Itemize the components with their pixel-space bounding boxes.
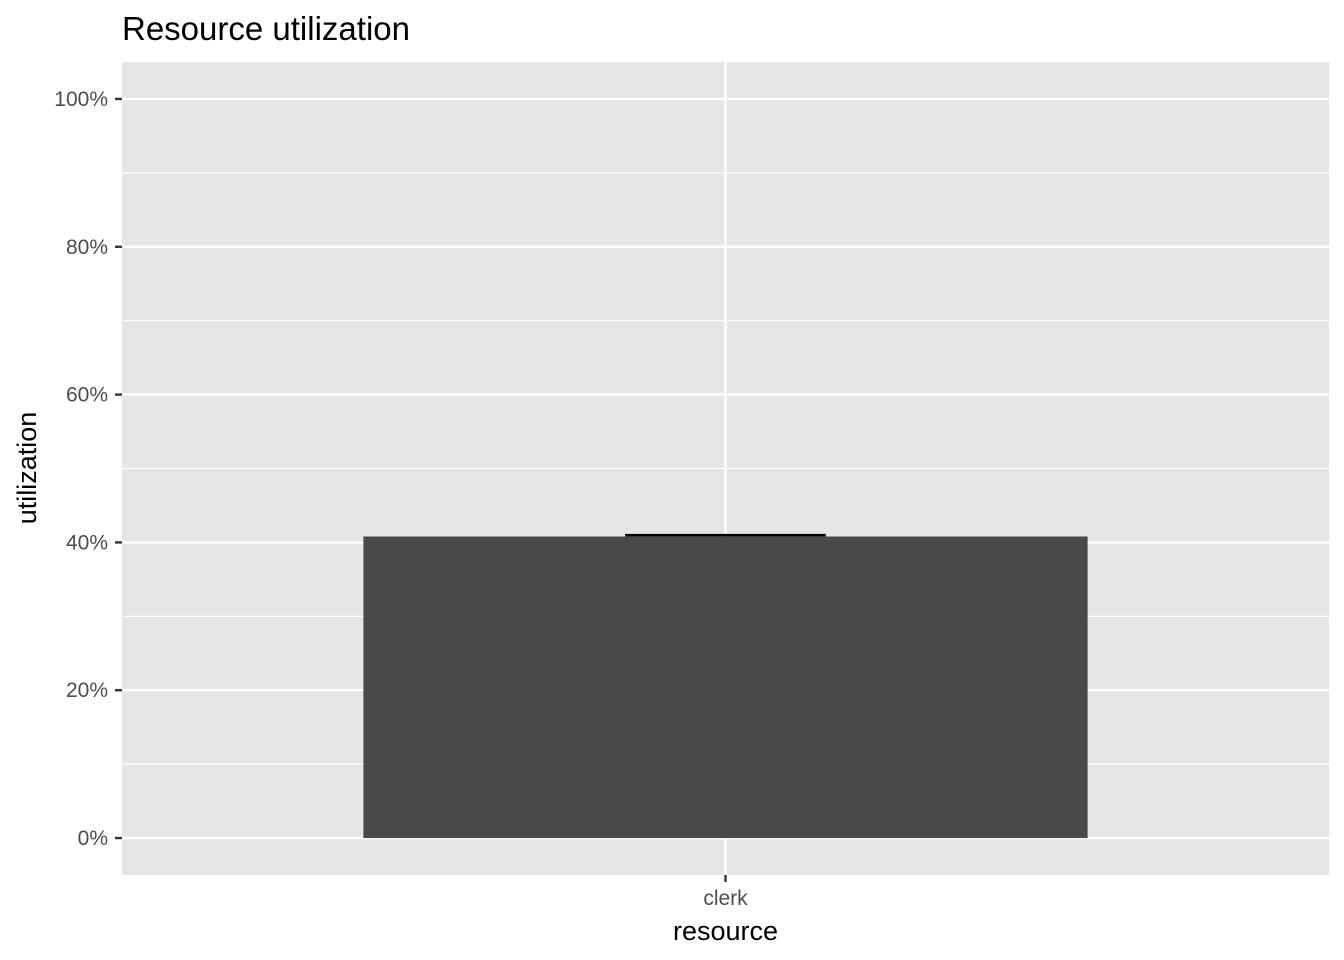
x-axis-title: resource — [673, 916, 778, 946]
y-tick-label: 80% — [66, 236, 108, 259]
x-axis: clerk — [703, 875, 748, 910]
y-tick-label: 20% — [66, 679, 108, 702]
x-tick-label: clerk — [703, 887, 748, 910]
bars — [363, 533, 1088, 839]
y-tick-label: 60% — [66, 384, 108, 407]
y-axis: 0% 20% 40% 60% 80% 100% — [54, 88, 122, 850]
bar-clerk — [363, 536, 1088, 839]
y-tick-label: 40% — [66, 531, 108, 554]
y-axis-title: utilization — [12, 412, 42, 525]
y-tick-label: 0% — [78, 827, 108, 850]
chart-title: Resource utilization — [122, 10, 410, 47]
major-gridlines — [122, 62, 1329, 875]
y-tick-label: 100% — [54, 88, 108, 111]
